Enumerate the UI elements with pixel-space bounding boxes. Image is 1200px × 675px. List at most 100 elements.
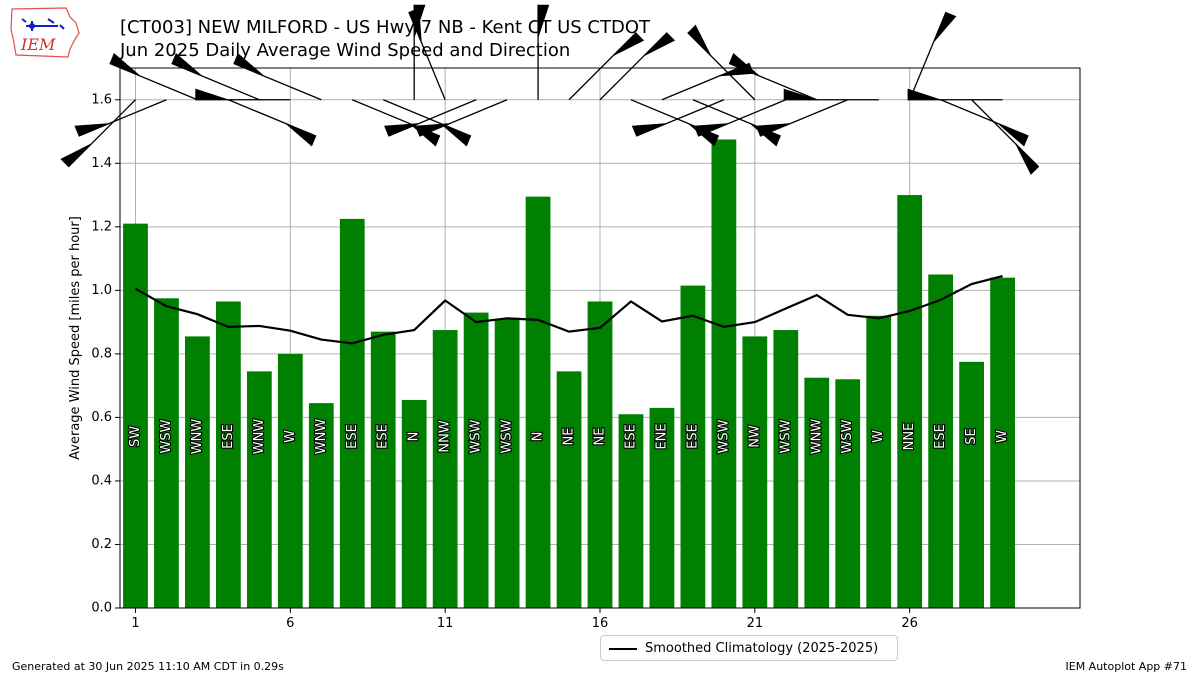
direction-label-day-2: WSW — [159, 419, 174, 453]
direction-label-day-25: W — [871, 430, 886, 443]
barb-flag — [538, 4, 550, 39]
generated-timestamp: Generated at 30 Jun 2025 11:10 AM CDT in… — [12, 660, 284, 673]
barb-shaft — [971, 99, 1040, 168]
barb-flag — [60, 142, 93, 167]
direction-label-day-16: NE — [593, 427, 608, 445]
bar-day-25 — [866, 315, 892, 608]
barb-shaft — [759, 99, 848, 137]
wind-barb-day-26 — [909, 11, 957, 101]
y-tick-label: 1.6 — [91, 92, 112, 107]
barb-flag — [284, 123, 317, 147]
direction-label-day-24: WSW — [840, 419, 855, 453]
logo-text: IEM — [20, 35, 56, 54]
barb-shaft — [661, 62, 750, 101]
y-tick-label: 0.4 — [91, 473, 112, 488]
direction-label-day-20: WSW — [716, 419, 731, 453]
barb-flag — [384, 123, 420, 137]
barb-flag — [907, 88, 942, 100]
climatology-line — [134, 274, 1003, 345]
y-tick-label: 0.8 — [91, 346, 112, 361]
x-tick-label: 6 — [286, 616, 294, 631]
direction-label-day-19: ESE — [685, 424, 700, 449]
chart-title: [CT003] NEW MILFORD - US Hwy 7 NB - Kent… — [120, 17, 650, 38]
wind-barb-day-11 — [408, 7, 446, 101]
y-tick-label: 0.6 — [91, 410, 112, 425]
bar-day-2 — [154, 298, 179, 608]
barb-shaft — [382, 99, 472, 137]
direction-label-day-29: W — [995, 430, 1010, 443]
wind-barb-day-7 — [233, 53, 322, 101]
barb-flag — [997, 123, 1029, 147]
barb-flag — [195, 88, 230, 100]
bar-day-1 — [123, 223, 148, 608]
wind-barb-day-1 — [60, 99, 136, 168]
y-tick-label: 1.0 — [91, 283, 112, 298]
direction-label-day-1: SW — [128, 426, 143, 447]
direction-label-day-22: WSW — [778, 419, 793, 453]
bar-day-5 — [246, 371, 272, 608]
direction-label-day-27: ESE — [933, 424, 948, 449]
bar-day-21 — [742, 336, 768, 608]
wind-barb-day-2 — [74, 99, 167, 137]
bar-day-20 — [711, 139, 737, 608]
barb-flag — [631, 123, 668, 137]
barb-flag — [109, 53, 142, 77]
wind-barb-day-28 — [971, 99, 1040, 175]
wind-barb-day-22 — [693, 99, 787, 137]
direction-label-day-17: ESE — [623, 424, 638, 449]
direction-label-day-23: WNW — [809, 419, 824, 455]
wind-barb-day-18 — [661, 62, 754, 101]
bar-day-19 — [680, 285, 706, 608]
direction-label-day-8: ESE — [345, 424, 360, 449]
barb-shaft — [228, 99, 317, 137]
direction-label-day-13: WSW — [500, 419, 515, 453]
direction-label-day-5: WNW — [252, 419, 267, 455]
bar-day-17 — [618, 414, 644, 608]
direction-label-day-15: NE — [562, 427, 577, 445]
y-tick-label: 1.4 — [91, 156, 112, 171]
wind-barb-day-12 — [384, 99, 477, 137]
barb-flag — [415, 123, 451, 137]
direction-label-day-3: WNW — [190, 419, 205, 455]
direction-label-day-21: NW — [747, 425, 762, 448]
y-tick-label: 1.2 — [91, 219, 112, 234]
bar-day-26 — [897, 195, 923, 608]
direction-label-day-7: WNW — [314, 419, 329, 455]
direction-label-day-14: N — [531, 432, 546, 442]
barb-shaft — [909, 11, 947, 101]
axis-ticks: 0.00.20.40.60.81.01.21.41.61 6 11 16 21 26 — [91, 92, 918, 631]
direction-label-day-26: NNE — [902, 423, 917, 451]
wind-barb-day-25 — [783, 88, 879, 101]
bar-day-18 — [649, 407, 675, 608]
wind-barb-day-21 — [687, 24, 756, 101]
barb-flag — [783, 88, 818, 100]
bar-day-6 — [277, 353, 303, 608]
bar-day-22 — [773, 330, 799, 608]
legend-label: Smoothed Climatology (2025-2025) — [645, 641, 879, 656]
app-id: IEM Autoplot App #71 — [1065, 660, 1188, 673]
legend: Smoothed Climatology (2025-2025) — [600, 635, 898, 661]
bar-day-23 — [804, 377, 830, 608]
direction-label-day-12: WSW — [469, 419, 484, 453]
bar-day-24 — [835, 379, 861, 608]
wind-barb-day-3 — [109, 53, 198, 101]
barb-flag — [643, 32, 676, 57]
bar-day-9 — [370, 331, 396, 608]
direction-label-day-18: ENE — [654, 423, 669, 449]
wind-barbs — [60, 4, 1040, 175]
wind-barb-day-13 — [415, 99, 508, 137]
bar-day-12 — [463, 312, 489, 608]
x-tick-label: 26 — [901, 616, 918, 631]
bar-day-16 — [587, 301, 613, 608]
bar-day-14 — [525, 196, 551, 608]
barb-flag — [729, 53, 761, 77]
barb-flag — [439, 123, 471, 147]
barb-shaft — [728, 62, 818, 101]
barb-shaft — [568, 32, 637, 101]
bars — [123, 139, 1015, 608]
bar-day-8 — [339, 218, 365, 608]
x-tick-label: 1 — [131, 616, 139, 631]
climatology-series-line — [134, 274, 1003, 345]
barb-shaft — [109, 62, 198, 101]
